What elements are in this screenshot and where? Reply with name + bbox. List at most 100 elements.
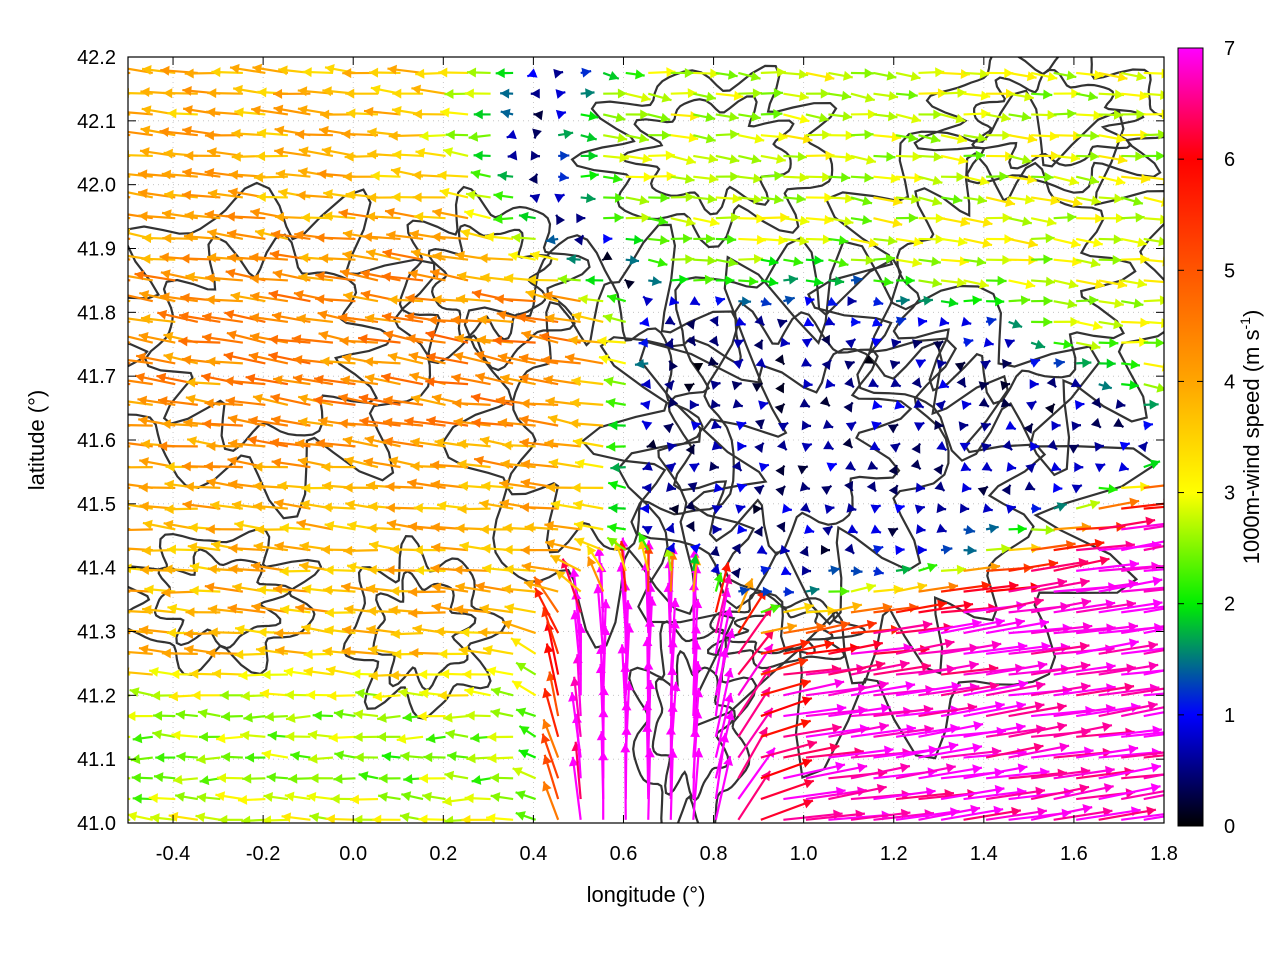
wind-arrow	[131, 772, 153, 783]
wind-arrow-shaft	[1143, 627, 1164, 635]
wind-arrow	[805, 585, 820, 596]
wind-arrow-head	[665, 542, 675, 554]
wind-arrow-head	[814, 255, 824, 266]
terrain-contour	[706, 591, 866, 670]
wind-arrow-head	[253, 393, 263, 404]
wind-arrow-head	[138, 188, 148, 199]
wind-arrow-shaft	[1143, 711, 1164, 718]
wind-arrow	[940, 544, 953, 555]
wind-arrow	[828, 619, 877, 635]
wind-arrow	[774, 402, 786, 414]
wind-arrow-head	[774, 403, 785, 414]
wind-arrow-head	[773, 88, 783, 99]
wind-arrow-head	[1148, 661, 1159, 672]
wind-arrow-head	[778, 131, 788, 142]
wind-arrow	[1143, 484, 1164, 489]
wind-arrow	[737, 686, 771, 738]
wind-arrow-head	[333, 773, 343, 784]
wind-arrow-head	[410, 461, 420, 472]
wind-arrow	[200, 372, 244, 386]
wind-arrow	[648, 192, 670, 203]
wind-arrow-head	[1090, 151, 1100, 162]
wind-arrow-head	[235, 624, 245, 635]
wind-arrow-head	[199, 775, 210, 786]
wind-arrow-head	[504, 273, 514, 284]
wind-arrow-head	[1070, 152, 1081, 163]
wind-arrow	[940, 564, 967, 575]
wind-arrow-head	[865, 154, 876, 165]
wind-arrow-head	[640, 92, 651, 103]
wind-arrow-head	[499, 498, 510, 509]
wind-arrow-head	[803, 778, 814, 789]
wind-arrow	[202, 312, 244, 323]
wind-arrow-head	[658, 215, 668, 226]
wind-arrow	[760, 739, 818, 759]
wind-arrow	[425, 733, 446, 744]
wind-arrow-head	[346, 108, 356, 119]
wind-arrow	[518, 725, 537, 738]
wind-arrow	[367, 523, 401, 534]
wind-arrow-head	[589, 170, 599, 181]
wind-arrow-shaft	[895, 640, 955, 655]
wind-arrow-head	[530, 193, 541, 204]
wind-arrow-head	[878, 722, 889, 732]
wind-arrow	[1030, 682, 1091, 697]
wind-arrow	[783, 703, 847, 718]
wind-arrow-head	[206, 648, 216, 659]
wind-arrow	[1121, 773, 1164, 780]
wind-arrow-head	[546, 482, 556, 493]
wind-arrow-head	[844, 193, 855, 204]
wind-arrow	[669, 504, 679, 515]
wind-arrow	[554, 193, 565, 203]
wind-arrow-head	[388, 456, 399, 467]
wind-arrow-head	[776, 521, 786, 532]
wind-arrow	[738, 194, 763, 205]
wind-arrow	[1074, 462, 1084, 473]
wind-arrow	[227, 414, 266, 427]
wind-arrow-head	[660, 192, 670, 203]
wind-arrow-head	[268, 289, 279, 300]
wind-arrow	[754, 419, 765, 430]
wind-arrow-head	[1130, 359, 1140, 370]
wind-arrow	[413, 503, 446, 514]
wind-arrow-head	[1136, 109, 1146, 120]
wind-arrow	[940, 236, 968, 247]
wind-arrow	[586, 544, 605, 572]
wind-arrow-head	[383, 436, 394, 447]
wind-arrow	[665, 462, 677, 473]
wind-arrow-head	[189, 562, 200, 573]
wind-arrow-head	[387, 352, 398, 363]
wind-arrow-head	[1159, 214, 1164, 225]
wind-arrow-head	[871, 338, 882, 348]
wind-arrow-head	[324, 625, 334, 636]
wind-arrow-head	[207, 564, 218, 575]
wind-arrow-head	[1079, 577, 1090, 588]
wind-arrow	[850, 275, 863, 286]
wind-arrow-head	[245, 752, 255, 763]
wind-arrow-head	[840, 620, 850, 630]
wind-arrow	[963, 763, 1028, 780]
wind-arrow-head	[279, 522, 290, 533]
wind-arrow-shaft	[783, 745, 840, 759]
wind-arrow	[128, 528, 153, 532]
wind-arrow	[693, 133, 716, 144]
wind-arrow-head	[353, 814, 363, 823]
wind-arrow-head	[418, 814, 428, 823]
wind-arrow	[828, 90, 852, 101]
wind-arrow-head	[1143, 420, 1153, 431]
wind-arrow-head	[299, 252, 309, 263]
wind-arrow-head	[813, 276, 824, 287]
wind-arrow-head	[642, 461, 653, 471]
wind-arrow-head	[224, 309, 235, 320]
wind-arrow	[918, 109, 943, 120]
wind-arrow	[1000, 398, 1012, 408]
wind-arrow	[254, 228, 289, 240]
wind-arrow-head	[1119, 441, 1130, 452]
wind-arrow	[206, 477, 244, 489]
wind-arrow	[963, 679, 1029, 697]
wind-arrow	[301, 623, 334, 635]
wind-arrow	[268, 334, 311, 345]
wind-arrow	[958, 421, 969, 432]
wind-arrow-head	[981, 108, 991, 119]
wind-arrow	[873, 235, 898, 246]
